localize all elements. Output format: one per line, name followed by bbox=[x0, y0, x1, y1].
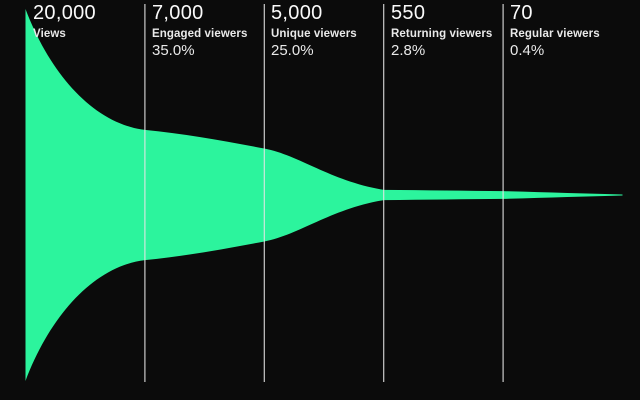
stage-name: Returning viewers bbox=[391, 28, 493, 40]
stage-percent: 35.0% bbox=[152, 42, 195, 60]
stage-value: 550 bbox=[391, 2, 426, 24]
stage-percent: 0.4% bbox=[510, 42, 545, 60]
funnel-stage-unique-viewers: 5,000 Unique viewers 25.0% bbox=[271, 2, 357, 60]
stage-value: 5,000 bbox=[271, 2, 323, 24]
funnel-stage-returning-viewers: 550 Returning viewers 2.8% bbox=[391, 2, 492, 60]
stage-percent: 2.8% bbox=[391, 42, 426, 60]
funnel-area-shape bbox=[25, 9, 623, 381]
funnel-stage-engaged-viewers: 7,000 Engaged viewers 35.0% bbox=[152, 2, 247, 60]
stage-percent: 25.0% bbox=[271, 42, 314, 60]
stage-name: Engaged viewers bbox=[152, 28, 248, 40]
funnel-stage-views: 20,000 Views bbox=[33, 2, 96, 43]
stage-value: 70 bbox=[510, 2, 533, 24]
stage-name: Regular viewers bbox=[510, 28, 600, 40]
funnel-stage-regular-viewers: 70 Regular viewers 0.4% bbox=[510, 2, 600, 60]
stage-name: Unique viewers bbox=[271, 28, 357, 40]
stage-value: 20,000 bbox=[33, 2, 96, 24]
stage-value: 7,000 bbox=[152, 2, 204, 24]
stage-name: Views bbox=[33, 28, 66, 40]
